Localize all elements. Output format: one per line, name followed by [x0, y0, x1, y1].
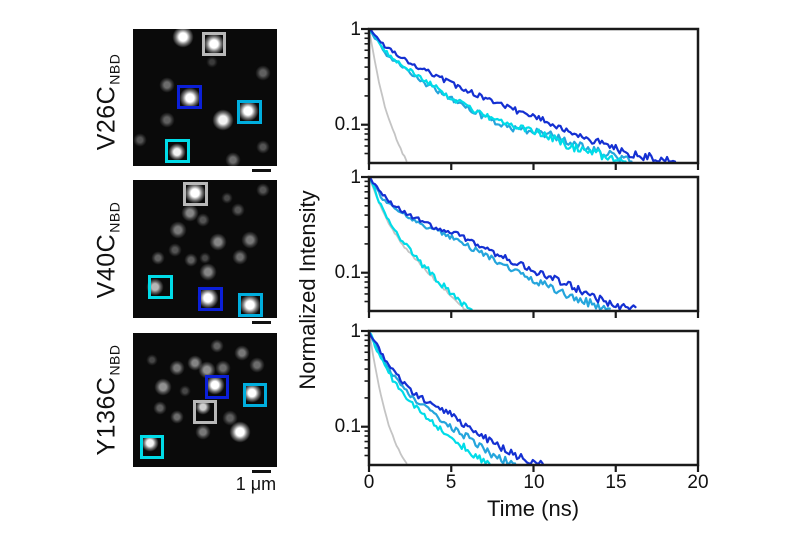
decay-curve-azure — [369, 177, 611, 311]
fluorescence-spot — [153, 378, 172, 396]
roi-box-gray — [182, 181, 208, 206]
fluorescence-spot — [169, 220, 188, 239]
fluorescence-spot — [198, 360, 217, 379]
fluorescence-spot — [184, 181, 207, 204]
fluorescence-spot — [215, 359, 231, 376]
ytick-label: 0.1 — [334, 262, 361, 283]
fluorescence-spot — [209, 339, 224, 354]
fluorescence-spot — [256, 139, 271, 154]
fluorescence-spot — [184, 253, 199, 268]
ytick-label: 0.1 — [334, 114, 361, 135]
roi-box-cyan — [164, 139, 190, 163]
fluorescence-spot — [237, 100, 260, 123]
x-axis-label: Time (ns) — [486, 496, 580, 521]
xtick-label: 10 — [523, 472, 545, 493]
decay-curve-gray — [369, 29, 408, 162]
fluorescence-spot — [234, 344, 250, 361]
xtick-label: 20 — [687, 472, 709, 493]
decay-curve-blue — [369, 331, 544, 465]
fluorescence-spot — [203, 32, 226, 55]
fluorescence-spot — [199, 263, 218, 282]
fluorescence-spot — [169, 359, 186, 376]
scale-bar — [252, 169, 271, 172]
roi-box-blue — [197, 286, 223, 311]
fluorescence-spot — [241, 383, 262, 404]
fluorescence-spot — [195, 213, 210, 228]
microscopy-image-y136c — [133, 333, 277, 467]
roi-box-gray — [193, 400, 218, 424]
roi-box-blue — [205, 374, 230, 399]
decay-curve-azure — [369, 29, 633, 163]
decay-curve-blue — [369, 177, 637, 311]
decay-curves — [369, 29, 677, 163]
decay-curve-blue — [369, 29, 677, 163]
plot-frame — [367, 27, 700, 165]
roi-box-gray — [201, 32, 227, 56]
fluorescence-spot — [241, 231, 260, 250]
plot-frame — [367, 175, 700, 313]
fluorescence-spot — [224, 151, 241, 166]
fluorescence-spot — [239, 294, 262, 317]
fluorescence-spot — [222, 409, 239, 426]
fluorescence-spot — [179, 87, 202, 110]
decay-curve-cyan — [369, 331, 491, 465]
xtick-label: 15 — [605, 472, 627, 493]
xtick-label: 5 — [445, 472, 457, 493]
fluorescence-spot — [171, 29, 194, 48]
fluorescence-spot — [208, 232, 227, 251]
fluorescence-spot — [231, 202, 246, 217]
ytick-label: 0.1 — [334, 416, 361, 437]
fluorescence-spot — [140, 434, 159, 452]
fluorescence-spot — [255, 64, 272, 81]
roi-box-cyan — [140, 434, 165, 459]
fluorescence-spot — [220, 191, 233, 204]
fluorescence-spot — [204, 374, 225, 395]
fluorescence-spot — [206, 55, 219, 68]
fluorescence-spot — [158, 77, 175, 94]
fluorescence-spot — [256, 182, 271, 197]
ytick-label: 1 — [350, 167, 361, 188]
fluorescence-spot — [181, 203, 200, 222]
ytick-label: 1 — [350, 19, 361, 40]
roi-box-cyan — [147, 274, 174, 299]
fluorescence-spot — [158, 111, 175, 128]
roi-box-blue — [177, 85, 203, 109]
roi-box-azure — [236, 99, 262, 124]
roi-box-azure — [243, 382, 268, 407]
fluorescence-spot — [194, 424, 211, 441]
ytick-label: 1 — [350, 321, 361, 342]
fluorescence-spot — [133, 132, 148, 147]
scale-bar-label: 1 μm — [235, 474, 277, 494]
scale-bar — [252, 470, 271, 473]
fluorescence-spot — [197, 286, 220, 309]
decay-curves — [369, 177, 637, 311]
roi-box-azure — [237, 293, 264, 318]
scale-bar — [252, 321, 271, 324]
decay-curve-cyan — [369, 177, 473, 311]
microscopy-image-v40c — [133, 180, 277, 318]
fluorescence-spot — [231, 249, 248, 265]
y-axis-label: Normalized Intensity — [295, 190, 320, 390]
decay-curve-azure — [369, 331, 517, 465]
fluorescence-spot — [178, 384, 191, 397]
xtick-label: 0 — [363, 472, 375, 493]
fluorescence-spot — [248, 357, 265, 374]
decay-curve-cyan — [369, 29, 627, 163]
fluorescence-spot — [212, 108, 234, 131]
decay-curves — [369, 331, 544, 465]
fluorescence-spot — [199, 251, 211, 264]
fluorescence-spot — [228, 421, 251, 444]
decay-curve-gray — [369, 331, 408, 464]
fluorescence-spot — [168, 143, 187, 162]
fluorescence-spot — [168, 242, 183, 257]
microscopy-image-v26c — [133, 29, 277, 166]
fluorescence-spot — [151, 250, 166, 265]
fluorescence-spot — [153, 401, 168, 416]
decay-curve-gray — [369, 177, 467, 311]
fluorescence-spot — [170, 410, 185, 425]
fluorescence-spot — [145, 353, 158, 366]
